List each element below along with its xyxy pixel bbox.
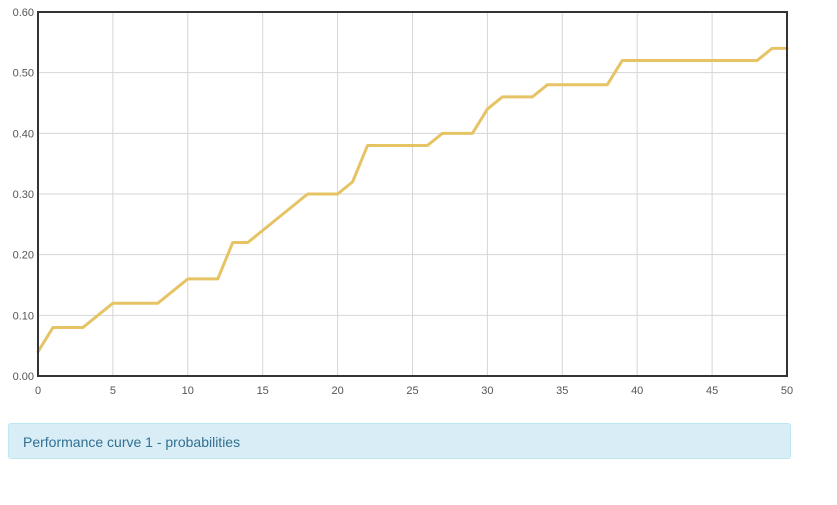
series-line — [36, 46, 789, 354]
y-tick-label: 0.40 — [13, 128, 34, 140]
y-tick-label: 0.50 — [13, 68, 34, 80]
plot-border — [37, 11, 788, 377]
y-tick-label: 0.10 — [13, 310, 34, 322]
x-tick-label: 30 — [481, 385, 493, 397]
x-tick-label: 25 — [406, 385, 418, 397]
x-tick-label: 40 — [631, 385, 643, 397]
x-tick-label: 50 — [781, 385, 793, 397]
y-tick-label: 0.30 — [13, 189, 34, 201]
chart-caption: Performance curve 1 - probabilities — [8, 423, 791, 459]
y-tick-label: 0.20 — [13, 250, 34, 262]
x-tick-label: 35 — [556, 385, 568, 397]
y-tick-label: 0.60 — [13, 7, 34, 19]
y-tick-label: 0.00 — [13, 371, 34, 383]
x-tick-label: 20 — [331, 385, 343, 397]
performance-chart: 0 5 10 15 20 25 30 35 40 45 50 0.00 0.10 0.20 0.30 0.40… — [13, 7, 794, 397]
x-tick-label: 45 — [706, 385, 718, 397]
x-tick-label: 0 — [35, 385, 41, 397]
x-tick-label: 15 — [257, 385, 269, 397]
x-tick-label: 10 — [182, 385, 194, 397]
x-tick-label: 5 — [110, 385, 116, 397]
